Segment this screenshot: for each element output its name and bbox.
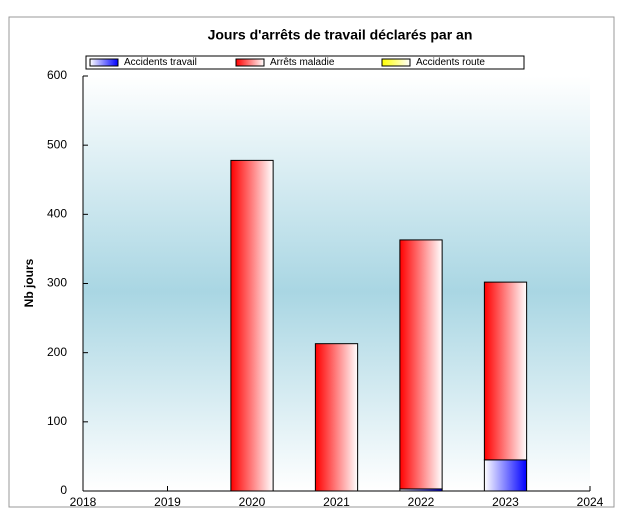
x-tick-label: 2018 [70, 495, 97, 509]
legend [85, 55, 525, 70]
x-tick-label: 2024 [577, 495, 604, 509]
y-tick-label: 100 [47, 414, 67, 428]
y-axis-label: Nb jours [22, 258, 36, 307]
y-tick-label: 200 [47, 345, 67, 359]
y-tick-label: 0 [60, 483, 67, 497]
bar [483, 281, 528, 461]
bar [230, 159, 274, 492]
legend-swatch [89, 58, 119, 67]
legend-label: Accidents travail [124, 57, 197, 68]
chart-title: Jours d'arrêts de travail déclarés par a… [208, 27, 473, 43]
legend-swatch [235, 58, 265, 67]
legend-label: Accidents route [416, 57, 485, 68]
x-tick-label: 2021 [323, 495, 350, 509]
y-tick-label: 500 [47, 137, 67, 151]
legend-swatch [381, 58, 411, 67]
y-tick-label: 400 [47, 207, 67, 221]
y-tick-label: 300 [47, 276, 67, 290]
bar [399, 239, 443, 490]
x-tick-label: 2023 [492, 495, 519, 509]
legend-label: Arrêts maladie [270, 57, 335, 68]
y-tick-label: 600 [47, 68, 67, 82]
bar [483, 459, 528, 492]
bar [314, 343, 359, 492]
x-tick-label: 2019 [154, 495, 181, 509]
x-tick-label: 2022 [408, 495, 435, 509]
x-tick-label: 2020 [239, 495, 266, 509]
